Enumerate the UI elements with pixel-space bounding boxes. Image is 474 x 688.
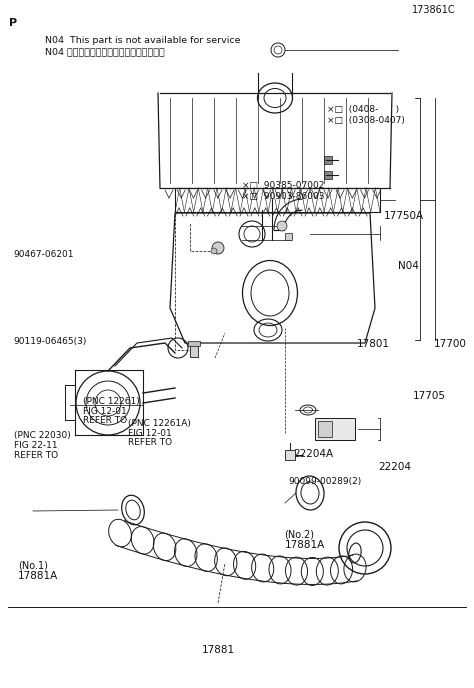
Text: ×□  90385-07002: ×□ 90385-07002 <box>242 181 324 190</box>
Text: 90099-00289(2): 90099-00289(2) <box>288 477 362 486</box>
Bar <box>190 343 198 357</box>
Text: 22204A: 22204A <box>293 449 333 459</box>
Text: (PNC 12261): (PNC 12261) <box>83 397 140 406</box>
Circle shape <box>212 242 224 254</box>
Text: (No.2): (No.2) <box>284 529 314 539</box>
Text: FIG 12-01: FIG 12-01 <box>128 429 172 438</box>
Bar <box>285 233 292 240</box>
Text: REFER TO: REFER TO <box>83 416 127 425</box>
Text: FIG 22-11: FIG 22-11 <box>14 441 58 450</box>
Text: 17881A: 17881A <box>18 571 58 581</box>
Bar <box>285 450 295 460</box>
Text: (PNC 12261A): (PNC 12261A) <box>128 419 191 428</box>
Text: 17705: 17705 <box>412 391 446 400</box>
Text: REFER TO: REFER TO <box>128 438 172 447</box>
Bar <box>175 188 380 212</box>
Bar <box>315 418 355 440</box>
Text: N04  This part is not available for service: N04 This part is not available for servi… <box>45 36 240 45</box>
Bar <box>318 421 332 437</box>
Bar <box>324 171 332 179</box>
Text: 90119-06465(3): 90119-06465(3) <box>13 337 87 346</box>
Text: 17881: 17881 <box>201 645 235 655</box>
Text: 22204: 22204 <box>378 462 411 472</box>
Text: 90467-06201: 90467-06201 <box>13 250 74 259</box>
Text: (PNC 22030): (PNC 22030) <box>14 431 71 440</box>
Text: 17881A: 17881A <box>284 540 325 550</box>
Text: N04 この部哆については補給していません: N04 この部哆については補給していません <box>45 47 165 56</box>
Text: ×□  (0308-0407): ×□ (0308-0407) <box>327 116 405 125</box>
Circle shape <box>277 221 287 231</box>
Text: 17750A: 17750A <box>384 211 424 221</box>
Text: (No.1): (No.1) <box>18 560 48 570</box>
Text: P: P <box>9 17 17 28</box>
Text: ×□  90903-86003: ×□ 90903-86003 <box>242 192 324 201</box>
Text: REFER TO: REFER TO <box>14 451 58 460</box>
Bar <box>324 156 332 164</box>
Text: 173861C: 173861C <box>412 5 456 15</box>
Bar <box>188 341 200 346</box>
Text: ×□  (0408-      ): ×□ (0408- ) <box>327 105 399 114</box>
Text: 17700: 17700 <box>434 339 466 349</box>
Circle shape <box>211 248 217 254</box>
Text: FIG 12-01: FIG 12-01 <box>83 407 127 416</box>
Text: 17801: 17801 <box>356 339 390 349</box>
Text: N04: N04 <box>398 261 419 271</box>
